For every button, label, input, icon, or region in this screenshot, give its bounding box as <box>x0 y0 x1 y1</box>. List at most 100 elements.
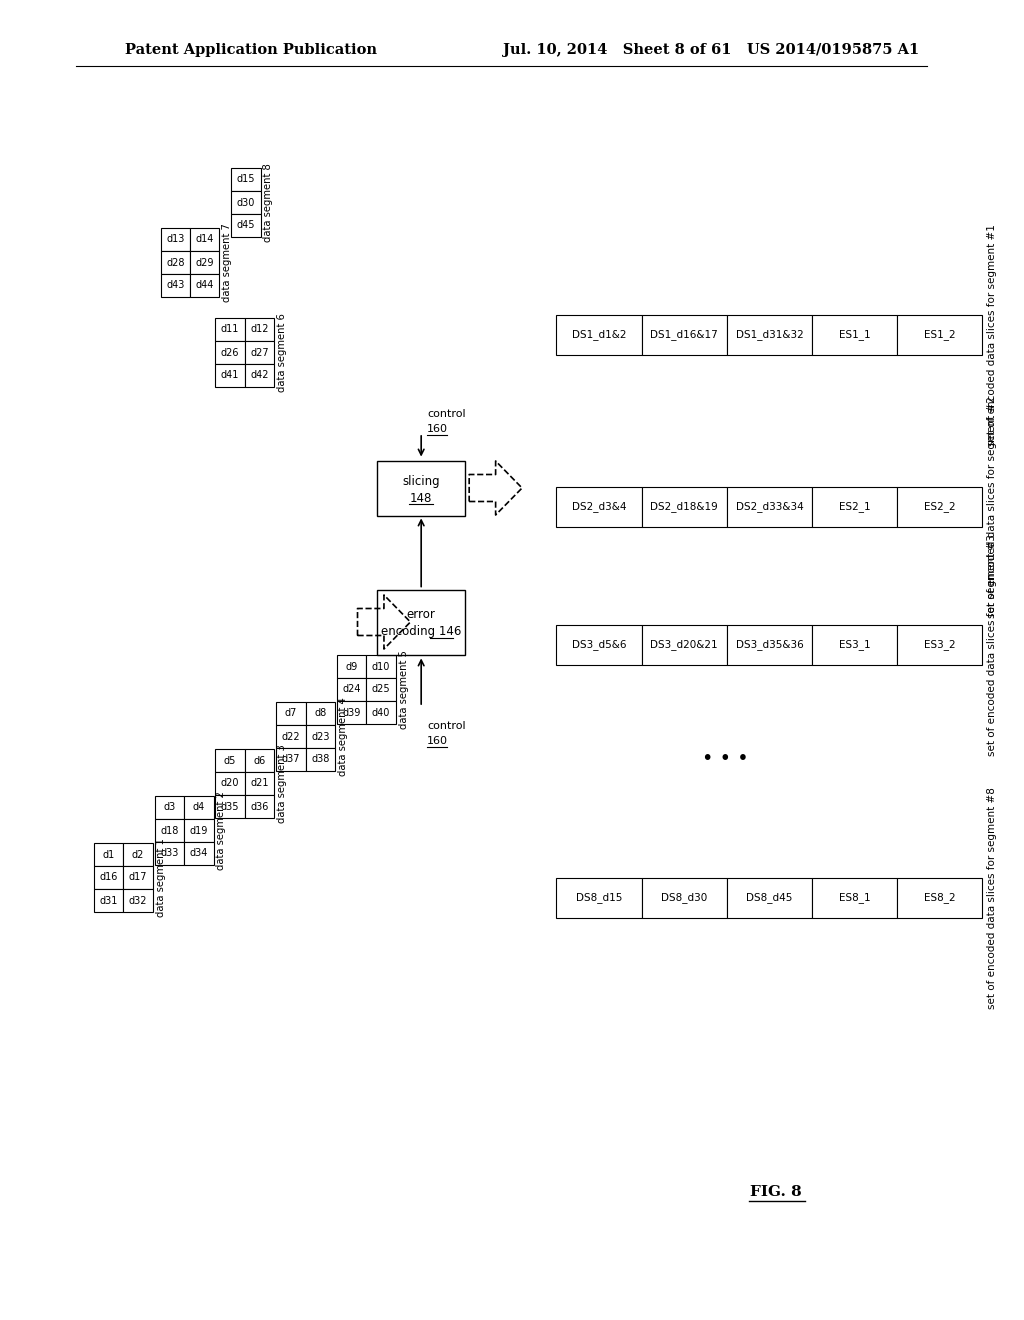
Text: ES2_2: ES2_2 <box>924 502 955 512</box>
Text: data segment 2: data segment 2 <box>216 791 226 870</box>
Text: DS2_d33&34: DS2_d33&34 <box>735 502 803 512</box>
Text: ES1_2: ES1_2 <box>924 330 955 341</box>
Text: d17: d17 <box>129 873 147 883</box>
Text: data segment 4: data segment 4 <box>338 697 348 776</box>
Text: d10: d10 <box>372 661 390 672</box>
Bar <box>337 701 367 723</box>
Text: DS8_d45: DS8_d45 <box>746 892 793 903</box>
Text: data segment 3: data segment 3 <box>278 744 287 822</box>
Text: data segment 8: data segment 8 <box>263 164 273 242</box>
Bar <box>231 214 260 238</box>
Bar <box>155 818 184 842</box>
Bar <box>190 251 219 275</box>
Bar <box>377 461 465 516</box>
Text: d16: d16 <box>99 873 118 883</box>
Text: d4: d4 <box>193 803 205 813</box>
Bar <box>305 725 335 748</box>
Text: d27: d27 <box>250 347 269 358</box>
Bar <box>215 318 245 341</box>
Text: d15: d15 <box>237 174 255 185</box>
Text: d14: d14 <box>196 235 214 244</box>
Bar <box>94 866 124 888</box>
Bar <box>245 795 274 818</box>
Text: data segment 5: data segment 5 <box>398 649 409 729</box>
Bar <box>184 818 214 842</box>
Bar <box>245 748 274 772</box>
Bar <box>367 655 395 678</box>
Text: d28: d28 <box>166 257 184 268</box>
Text: d2: d2 <box>132 850 144 859</box>
Bar <box>337 655 367 678</box>
Bar <box>367 678 395 701</box>
Bar <box>184 842 214 865</box>
Text: d45: d45 <box>237 220 255 231</box>
Bar <box>190 275 219 297</box>
Text: DS8_d15: DS8_d15 <box>575 892 623 903</box>
Text: data segment 1: data segment 1 <box>156 838 166 917</box>
Bar <box>231 168 260 191</box>
Bar <box>155 796 184 818</box>
Text: ES8_1: ES8_1 <box>839 892 870 903</box>
Text: d13: d13 <box>166 235 184 244</box>
Text: set of encoded data slices for segment #1: set of encoded data slices for segment #… <box>987 224 997 446</box>
Bar <box>215 795 245 818</box>
Bar <box>231 191 260 214</box>
Text: DS3_d20&21: DS3_d20&21 <box>650 640 718 651</box>
Text: encoding 146: encoding 146 <box>381 626 462 639</box>
Bar <box>245 364 274 387</box>
Bar <box>276 725 305 748</box>
Bar <box>276 702 305 725</box>
Text: d32: d32 <box>129 895 147 906</box>
Bar <box>161 251 190 275</box>
Text: ES3_2: ES3_2 <box>924 640 955 651</box>
Text: d44: d44 <box>196 281 214 290</box>
Text: d3: d3 <box>163 803 175 813</box>
Bar <box>245 318 274 341</box>
Text: d20: d20 <box>221 779 240 788</box>
Text: data segment 7: data segment 7 <box>222 223 232 302</box>
Text: • • •: • • • <box>701 748 749 767</box>
Bar <box>812 315 897 355</box>
Text: d34: d34 <box>189 849 208 858</box>
Text: Jul. 10, 2014   Sheet 8 of 61   US 2014/0195875 A1: Jul. 10, 2014 Sheet 8 of 61 US 2014/0195… <box>504 44 920 57</box>
Bar <box>245 341 274 364</box>
Text: d23: d23 <box>311 731 330 742</box>
Text: d1: d1 <box>102 850 115 859</box>
Text: DS1_d1&2: DS1_d1&2 <box>571 330 627 341</box>
Bar <box>556 487 642 527</box>
Bar <box>556 315 642 355</box>
Text: d40: d40 <box>372 708 390 718</box>
Bar <box>812 878 897 917</box>
Bar <box>215 748 245 772</box>
Text: 148: 148 <box>410 491 432 504</box>
Text: ES8_2: ES8_2 <box>924 892 955 903</box>
Text: d8: d8 <box>314 709 327 718</box>
Bar <box>337 678 367 701</box>
Text: d6: d6 <box>254 755 265 766</box>
Bar <box>276 748 305 771</box>
Bar <box>377 590 465 655</box>
Text: set of encoded data slices for segment #8: set of encoded data slices for segment #… <box>987 787 997 1008</box>
Bar <box>897 315 982 355</box>
Text: d35: d35 <box>221 801 240 812</box>
Bar <box>245 772 274 795</box>
Text: 160: 160 <box>427 737 449 746</box>
Text: d26: d26 <box>221 347 240 358</box>
Text: d21: d21 <box>250 779 269 788</box>
Bar <box>812 624 897 665</box>
Bar <box>812 487 897 527</box>
Text: DS2_d3&4: DS2_d3&4 <box>571 502 627 512</box>
Text: d36: d36 <box>251 801 268 812</box>
Text: ES3_1: ES3_1 <box>839 640 870 651</box>
Bar <box>184 796 214 818</box>
Bar <box>215 772 245 795</box>
Text: d18: d18 <box>161 825 178 836</box>
Text: DS3_d35&36: DS3_d35&36 <box>735 640 803 651</box>
Text: d39: d39 <box>342 708 360 718</box>
Bar <box>727 624 812 665</box>
Bar <box>124 888 153 912</box>
Bar <box>94 843 124 866</box>
Bar <box>556 878 642 917</box>
Bar <box>155 842 184 865</box>
Text: 160: 160 <box>427 424 449 434</box>
